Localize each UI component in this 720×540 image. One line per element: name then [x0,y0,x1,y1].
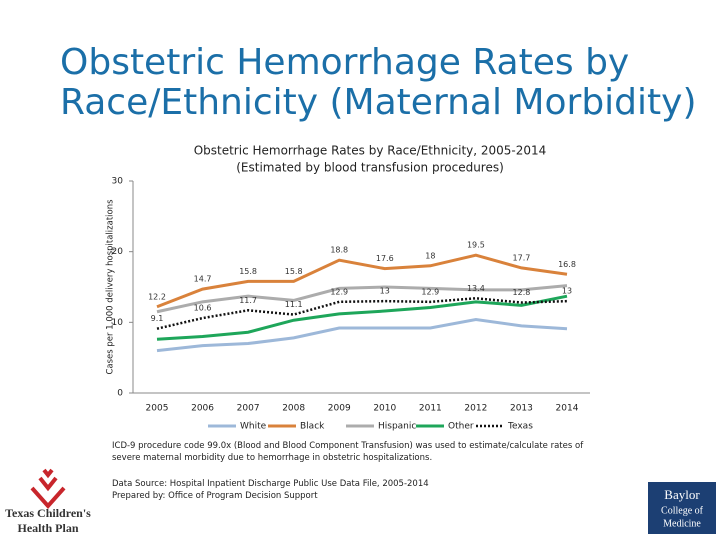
logo-text: Baylor [664,487,700,502]
data-label: 18 [425,251,435,260]
series-line [156,297,568,330]
data-label: 9.1 [151,314,164,323]
data-label: 17.6 [376,254,394,263]
x-tick-label: 2005 [146,404,169,414]
logo-text: Medicine [663,518,701,529]
x-tick-label: 2010 [373,404,396,414]
data-label: 15.8 [285,267,303,276]
data-label: 19.5 [467,241,485,250]
logo-right: Baylor College of Medicine [648,482,716,534]
data-label: 12.2 [148,292,166,301]
x-tick-label: 2012 [464,404,487,414]
logo-text: Health Plan [17,521,78,535]
data-label: 18.8 [330,246,348,255]
y-tick-label: 20 [112,247,124,257]
chart-subtitle: (Estimated by blood transfusion procedur… [236,161,504,175]
data-label: 17.7 [513,253,531,262]
data-label: 12.8 [513,288,531,297]
x-tick-label: 2014 [556,404,579,414]
x-tick-label: 2006 [191,404,214,414]
y-axis-label: Cases per 1,000 delivery hospitalization… [106,199,116,375]
x-tick-label: 2013 [510,404,533,414]
source-note: Prepared by: Office of Program Decision … [112,491,318,501]
y-tick-label: 10 [112,318,124,328]
series-line [156,317,568,353]
x-tick-label: 2011 [419,404,442,414]
chart-title: Obstetric Hemorrhage Rates by Race/Ethni… [194,144,547,158]
logo-box [648,482,716,534]
data-label: 11.1 [285,300,303,309]
logo-text: Texas Children's [5,506,91,520]
data-label: 11.7 [239,296,257,305]
slide-title: Obstetric Hemorrhage Rates by [60,42,629,83]
logo-text: College of [661,505,704,516]
data-label: 12.9 [330,287,348,296]
footnote: ICD-9 procedure code 99.0x (Blood and Bl… [112,441,584,463]
x-tick-label: 2009 [328,404,351,414]
y-tick-label: 30 [112,177,124,187]
series-line [156,294,568,341]
legend-label: Hispanic [378,422,416,432]
data-label: 13.4 [467,284,485,293]
legend-label: White [240,422,267,432]
data-label: 14.7 [194,275,212,284]
x-tick-label: 2007 [237,404,260,414]
data-label: 15.8 [239,267,257,276]
data-label: 10.6 [194,304,212,313]
series-line [156,253,568,309]
data-label: 13 [562,287,572,296]
legend-label: Other [448,422,474,432]
legend-label: Black [300,422,325,432]
y-tick-label: 0 [117,389,123,399]
slide-title: Race/Ethnicity (Maternal Morbidity) [60,82,697,123]
logo-left: Texas Children's Health Plan [5,468,91,535]
logo-icon [30,468,66,510]
x-tick-label: 2008 [282,404,305,414]
data-label: 12.9 [421,287,439,296]
data-label: 13 [380,287,390,296]
legend-label: Texas [507,422,533,432]
series-line [156,284,568,314]
source-note: Data Source: Hospital Inpatient Discharg… [112,479,429,489]
data-label: 16.8 [558,260,576,269]
